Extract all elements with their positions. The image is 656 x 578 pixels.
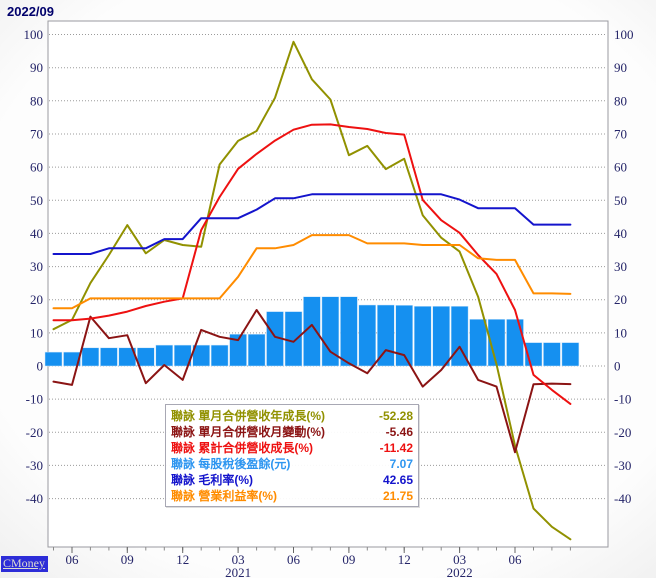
legend-item-label: 聯詠 累計合併營收成長(%) <box>171 441 313 455</box>
y-axis-label-left: -10 <box>26 392 43 407</box>
y-axis-label-left: -30 <box>26 458 43 473</box>
eps-bar <box>543 342 561 367</box>
x-axis-label: 06 <box>509 552 523 567</box>
legend-item-label: 聯詠 單月合併營收年成長(%) <box>171 409 325 423</box>
y-axis-label-left: -20 <box>26 425 43 440</box>
eps-bar <box>63 351 81 367</box>
period-label: 2022/09 <box>7 4 54 19</box>
legend-item-value: 21.75 <box>382 489 413 503</box>
line-yoy <box>52 40 572 541</box>
line-mom <box>52 309 572 454</box>
x-axis-year-label: 2021 <box>225 565 251 578</box>
y-axis-label-left: 0 <box>37 359 44 374</box>
y-axis-label-right: -10 <box>614 392 631 407</box>
y-axis-label-left: 40 <box>30 226 43 241</box>
legend-item-cum: 聯詠 累計合併營收成長(%) -11.42 <box>171 440 413 456</box>
y-axis-label-right: 80 <box>614 93 627 108</box>
legend-item-label: 聯詠 毛利率(%) <box>171 473 253 487</box>
legend-item-yoy: 聯詠 單月合併營收年成長(%) -52.28 <box>171 408 413 424</box>
y-axis-label-right: 0 <box>614 359 621 374</box>
y-axis-label-right: -30 <box>614 458 631 473</box>
x-axis-label: 12 <box>176 552 189 567</box>
eps-bar <box>44 351 63 367</box>
eps-bar <box>358 304 377 367</box>
legend-item-label: 聯詠 單月合併營收月變動(%) <box>171 425 325 439</box>
y-axis-label-right: 90 <box>614 60 627 75</box>
line-op <box>52 234 572 310</box>
y-axis-label-left: 20 <box>30 292 43 307</box>
legend-item-value: -11.42 <box>379 441 413 455</box>
y-axis-label-right: 60 <box>614 160 627 175</box>
x-axis-label: 12 <box>398 552 411 567</box>
eps-bar <box>247 333 266 367</box>
y-axis-label-right: 40 <box>614 226 627 241</box>
x-axis-year-label: 2022 <box>447 565 473 578</box>
x-axis-label: 09 <box>121 552 134 567</box>
line-gross <box>52 193 572 255</box>
eps-bar <box>284 311 303 367</box>
y-axis-label-left: -40 <box>26 491 43 506</box>
eps-bar <box>432 306 450 367</box>
y-axis-label-left: 10 <box>30 325 43 340</box>
y-axis-label-right: 10 <box>614 325 627 340</box>
eps-bar <box>413 306 432 367</box>
eps-bar <box>81 347 100 367</box>
eps-bar <box>321 296 340 367</box>
eps-bar <box>469 319 487 367</box>
x-axis-label: 03 <box>453 552 466 567</box>
eps-bar <box>100 347 118 367</box>
y-axis-label-left: 60 <box>30 160 43 175</box>
legend-item-value: 42.65 <box>382 473 413 487</box>
eps-bar <box>395 305 413 367</box>
y-axis-label-right: 100 <box>614 27 634 42</box>
y-axis-label-left: 70 <box>30 127 43 142</box>
x-axis-label: 06 <box>287 552 301 567</box>
y-axis-label-left: 100 <box>24 27 44 42</box>
x-axis-label: 09 <box>342 552 355 567</box>
legend-item-mom: 聯詠 單月合併營收月變動(%) -5.46 <box>171 424 413 440</box>
y-axis-label-left: 30 <box>30 259 43 274</box>
y-axis-label-right: 30 <box>614 259 627 274</box>
y-axis-label-right: 70 <box>614 127 627 142</box>
legend: 聯詠 單月合併營收年成長(%) -52.28 聯詠 單月合併營收月變動(%) -5.4… <box>165 404 419 507</box>
y-axis-label-right: -40 <box>614 491 631 506</box>
x-axis-label: 03 <box>232 552 245 567</box>
legend-item-value: -5.46 <box>385 425 413 439</box>
eps-bar <box>340 296 358 367</box>
legend-item-eps: 聯詠 每股稅後盈餘(元) 7.07 <box>171 456 413 472</box>
legend-item-value: 7.07 <box>389 457 413 471</box>
y-axis-label-right: 50 <box>614 193 627 208</box>
legend-item-label: 聯詠 每股稅後盈餘(元) <box>171 457 291 471</box>
eps-bar <box>229 333 247 367</box>
eps-bar <box>210 344 229 367</box>
eps-bar <box>155 344 174 367</box>
y-axis-label-right: -20 <box>614 425 631 440</box>
eps-bar <box>506 319 524 367</box>
legend-item-value: -52.28 <box>378 409 413 423</box>
legend-item-op: 聯詠 營業利益率(%) 21.75 <box>171 488 413 504</box>
line-cum <box>52 123 572 405</box>
legend-item-label: 聯詠 營業利益率(%) <box>171 489 277 503</box>
y-axis-label-left: 50 <box>30 193 43 208</box>
y-axis-label-left: 90 <box>30 60 43 75</box>
y-axis-label-left: 80 <box>30 93 43 108</box>
y-axis-label-right: 20 <box>614 292 627 307</box>
x-axis-label: 06 <box>66 552 80 567</box>
legend-item-gross: 聯詠 毛利率(%) 42.65 <box>171 472 413 488</box>
eps-bar <box>561 342 580 367</box>
cmoney-logo: CMoney <box>1 556 48 572</box>
eps-bar <box>137 347 155 367</box>
